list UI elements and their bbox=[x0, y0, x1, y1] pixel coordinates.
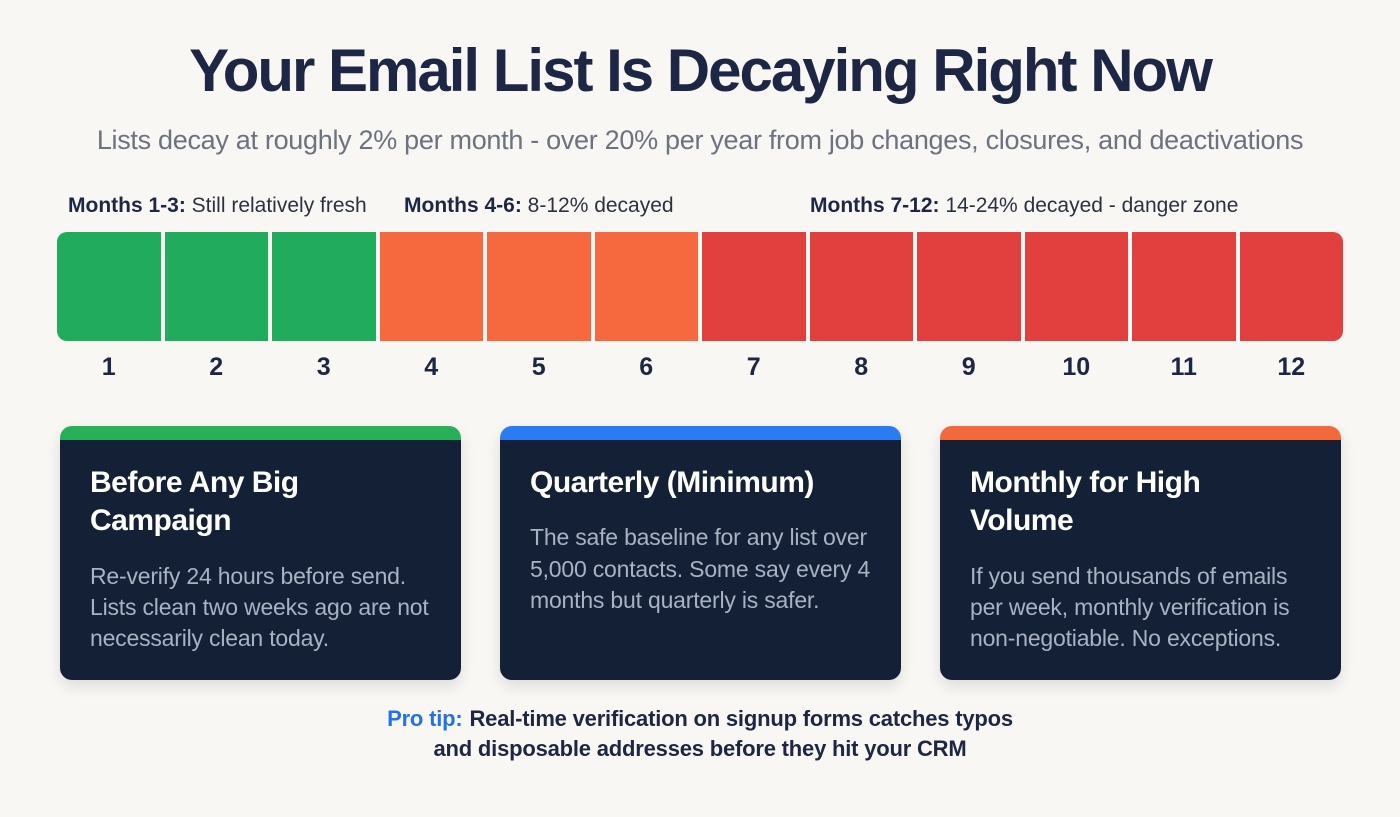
phase-label-mid-range: Months 4-6: bbox=[404, 194, 522, 217]
card-text: If you send thousands of emails per week… bbox=[970, 562, 1290, 652]
phase-label-danger-range: Months 7-12: bbox=[810, 194, 940, 217]
card-text: The safe baseline for any list over 5,00… bbox=[530, 524, 871, 613]
phase-label-fresh-range: Months 1-3: bbox=[68, 194, 186, 217]
month-number-5: 5 bbox=[531, 353, 546, 381]
month-number-7: 7 bbox=[746, 353, 761, 381]
phase-labels-row: Months 1-3: Still relatively fresh Month… bbox=[0, 194, 1400, 222]
card-accent-strip bbox=[940, 426, 1341, 440]
page-title: Your Email List Is Decaying Right Now bbox=[189, 37, 1213, 104]
card-body: Before Any Big Campaign Re-verify 24 hou… bbox=[60, 440, 461, 680]
card-title: Before Any Big Campaign bbox=[90, 466, 299, 538]
phase-label-fresh-text: Still relatively fresh bbox=[185, 194, 367, 217]
month-number-12: 12 bbox=[1277, 353, 1306, 381]
month-segment-5 bbox=[487, 232, 591, 341]
month-segment-3 bbox=[272, 232, 376, 341]
month-number-4: 4 bbox=[424, 353, 439, 381]
month-segment-9 bbox=[917, 232, 1021, 341]
month-segment-12 bbox=[1239, 232, 1343, 341]
month-segment-8 bbox=[809, 232, 913, 341]
month-segment-4 bbox=[379, 232, 483, 341]
card-text: Re-verify 24 hours before send. Lists cl… bbox=[90, 562, 429, 652]
card-before-campaign: Before Any Big Campaign Re-verify 24 hou… bbox=[60, 426, 461, 680]
phase-label-mid-text: 8-12% decayed bbox=[521, 194, 674, 217]
month-number-11: 11 bbox=[1170, 353, 1197, 381]
card-accent-strip bbox=[500, 426, 901, 440]
phase-label-danger: Months 7-12: 14-24% decayed - danger zon… bbox=[810, 194, 1238, 218]
month-numbers: 1 2 3 4 5 6 7 8 9 10 11 12 bbox=[57, 353, 1343, 382]
page-subtitle: Lists decay at roughly 2% per month - ov… bbox=[96, 125, 1304, 155]
card-title: Quarterly (Minimum) bbox=[530, 466, 814, 499]
card-accent-strip bbox=[60, 426, 461, 440]
recommendation-cards: Before Any Big Campaign Re-verify 24 hou… bbox=[60, 426, 1341, 680]
month-segment-10 bbox=[1024, 232, 1128, 341]
phase-label-fresh: Months 1-3: Still relatively fresh bbox=[68, 194, 367, 218]
month-number-8: 8 bbox=[854, 353, 869, 381]
pro-tip-line1: Real-time verification on signup forms c… bbox=[469, 706, 1013, 731]
infographic-page: Your Email List Is Decaying Right Now Li… bbox=[0, 36, 1400, 817]
month-number-9: 9 bbox=[961, 353, 976, 381]
card-title: Monthly for High Volume bbox=[970, 466, 1201, 538]
pro-tip-label: Pro tip: bbox=[387, 706, 463, 731]
pro-tip: Pro tip: Real-time verification on signup… bbox=[0, 704, 1400, 763]
month-number-1: 1 bbox=[101, 353, 116, 381]
phase-label-mid: Months 4-6: 8-12% decayed bbox=[404, 194, 674, 218]
card-quarterly: Quarterly (Minimum) The safe baseline fo… bbox=[500, 426, 901, 680]
month-segment-2 bbox=[164, 232, 268, 341]
card-monthly-high-volume: Monthly for High Volume If you send thou… bbox=[940, 426, 1341, 680]
month-number-10: 10 bbox=[1062, 353, 1091, 381]
month-number-6: 6 bbox=[639, 353, 654, 381]
month-segment-7 bbox=[702, 232, 806, 341]
month-number-2: 2 bbox=[209, 353, 224, 381]
month-number-3: 3 bbox=[316, 353, 331, 381]
card-body: Quarterly (Minimum) The safe baseline fo… bbox=[500, 440, 901, 680]
month-segment-11 bbox=[1132, 232, 1236, 341]
month-segment-6 bbox=[594, 232, 698, 341]
month-segment-1 bbox=[57, 232, 161, 341]
phase-label-danger-text: 14-24% decayed - danger zone bbox=[939, 194, 1239, 217]
card-body: Monthly for High Volume If you send thou… bbox=[940, 440, 1341, 680]
decay-bar bbox=[57, 232, 1343, 341]
pro-tip-line2: and disposable addresses before they hit… bbox=[433, 735, 967, 761]
